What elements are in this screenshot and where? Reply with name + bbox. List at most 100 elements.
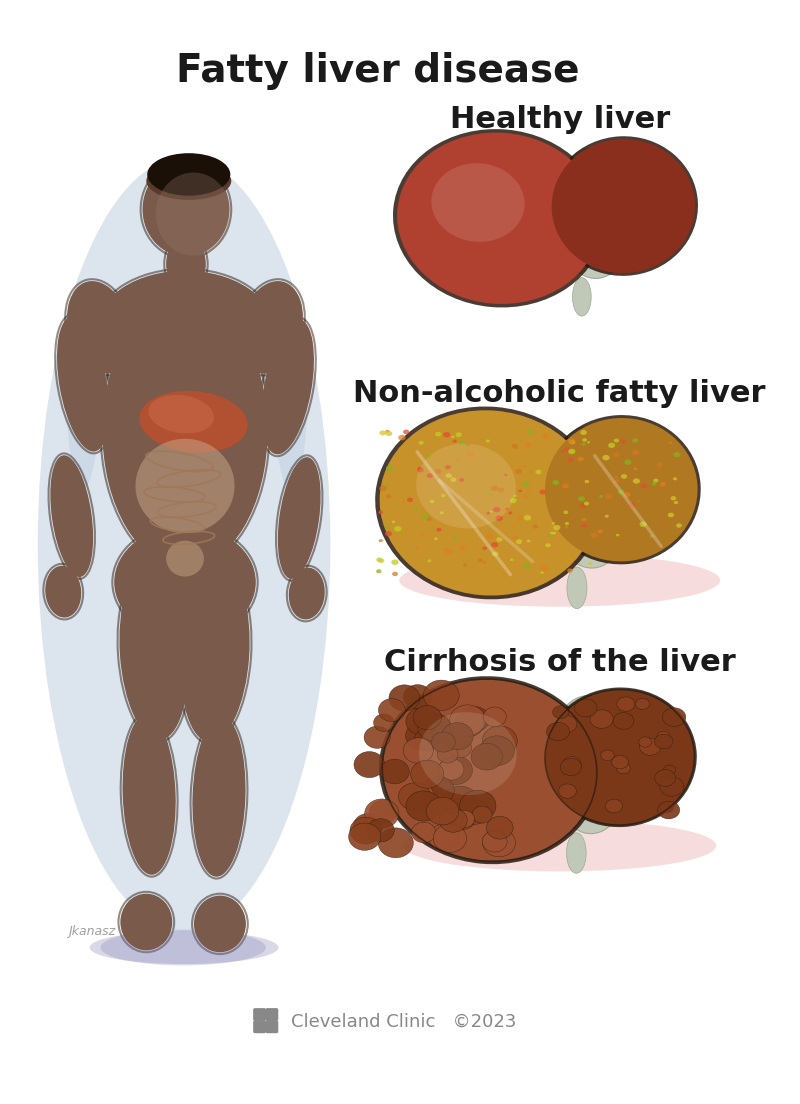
- Ellipse shape: [613, 713, 634, 730]
- Ellipse shape: [587, 442, 590, 444]
- Ellipse shape: [639, 739, 661, 755]
- Ellipse shape: [466, 443, 470, 446]
- Ellipse shape: [239, 282, 303, 373]
- Ellipse shape: [545, 418, 698, 562]
- Ellipse shape: [582, 524, 587, 528]
- Ellipse shape: [482, 561, 486, 564]
- Ellipse shape: [527, 489, 530, 492]
- Ellipse shape: [411, 822, 436, 842]
- Ellipse shape: [563, 510, 568, 514]
- Ellipse shape: [460, 442, 466, 446]
- Ellipse shape: [524, 514, 531, 520]
- Ellipse shape: [451, 436, 454, 438]
- Ellipse shape: [57, 317, 109, 452]
- Ellipse shape: [460, 707, 490, 732]
- Ellipse shape: [654, 478, 658, 482]
- Ellipse shape: [483, 707, 506, 726]
- Ellipse shape: [510, 559, 514, 561]
- Ellipse shape: [657, 463, 662, 467]
- Ellipse shape: [439, 808, 467, 832]
- Ellipse shape: [563, 482, 569, 487]
- Ellipse shape: [522, 465, 526, 468]
- Ellipse shape: [546, 543, 550, 548]
- Text: Cirrhosis of the liver: Cirrhosis of the liver: [384, 648, 736, 677]
- Ellipse shape: [431, 163, 525, 242]
- Ellipse shape: [427, 455, 433, 458]
- Ellipse shape: [637, 500, 641, 502]
- Ellipse shape: [102, 295, 268, 569]
- Ellipse shape: [147, 153, 230, 195]
- Ellipse shape: [454, 810, 474, 828]
- Ellipse shape: [548, 533, 553, 537]
- Ellipse shape: [438, 758, 464, 781]
- Ellipse shape: [599, 495, 603, 498]
- Ellipse shape: [194, 895, 246, 953]
- Ellipse shape: [393, 129, 605, 308]
- Ellipse shape: [542, 415, 701, 564]
- Ellipse shape: [565, 447, 570, 452]
- Ellipse shape: [437, 745, 458, 763]
- Ellipse shape: [620, 439, 626, 444]
- Ellipse shape: [542, 688, 697, 827]
- Ellipse shape: [386, 484, 390, 487]
- Ellipse shape: [101, 930, 266, 965]
- Ellipse shape: [632, 438, 638, 443]
- Ellipse shape: [614, 453, 620, 457]
- Ellipse shape: [511, 524, 514, 528]
- Ellipse shape: [392, 521, 395, 523]
- Ellipse shape: [434, 538, 438, 540]
- Ellipse shape: [454, 712, 483, 736]
- Ellipse shape: [98, 270, 272, 384]
- Ellipse shape: [580, 502, 587, 508]
- Ellipse shape: [386, 466, 393, 471]
- Text: Jkanasz: Jkanasz: [68, 925, 115, 938]
- Ellipse shape: [660, 803, 674, 813]
- Ellipse shape: [370, 800, 398, 824]
- Ellipse shape: [38, 158, 330, 932]
- Ellipse shape: [419, 712, 517, 795]
- Ellipse shape: [535, 469, 542, 475]
- Ellipse shape: [528, 429, 534, 434]
- Ellipse shape: [350, 817, 382, 845]
- Ellipse shape: [498, 488, 504, 492]
- Ellipse shape: [654, 769, 676, 786]
- Ellipse shape: [482, 546, 487, 550]
- Ellipse shape: [562, 484, 569, 488]
- Ellipse shape: [621, 474, 627, 479]
- Ellipse shape: [494, 507, 500, 512]
- Ellipse shape: [414, 729, 440, 751]
- Ellipse shape: [482, 829, 515, 857]
- Ellipse shape: [616, 534, 619, 537]
- Ellipse shape: [634, 467, 638, 470]
- Ellipse shape: [142, 162, 230, 256]
- FancyBboxPatch shape: [253, 1008, 266, 1021]
- Ellipse shape: [635, 699, 650, 710]
- FancyBboxPatch shape: [266, 1020, 278, 1033]
- Ellipse shape: [582, 518, 586, 521]
- Ellipse shape: [379, 676, 600, 864]
- Ellipse shape: [486, 533, 494, 539]
- Ellipse shape: [403, 684, 432, 709]
- Ellipse shape: [385, 526, 390, 529]
- Ellipse shape: [491, 486, 498, 491]
- Ellipse shape: [546, 722, 570, 741]
- Ellipse shape: [561, 450, 564, 454]
- Ellipse shape: [67, 282, 131, 373]
- Ellipse shape: [540, 571, 544, 574]
- Ellipse shape: [443, 548, 449, 552]
- Ellipse shape: [660, 777, 684, 796]
- Ellipse shape: [546, 690, 694, 825]
- Ellipse shape: [632, 449, 639, 455]
- Ellipse shape: [533, 524, 538, 529]
- Ellipse shape: [479, 736, 514, 765]
- Ellipse shape: [380, 411, 597, 595]
- Ellipse shape: [552, 480, 559, 485]
- Ellipse shape: [573, 277, 591, 316]
- Ellipse shape: [434, 469, 442, 474]
- Ellipse shape: [386, 431, 392, 436]
- Ellipse shape: [553, 705, 569, 719]
- Ellipse shape: [510, 498, 517, 503]
- Ellipse shape: [633, 478, 640, 484]
- Ellipse shape: [558, 784, 576, 798]
- Ellipse shape: [392, 572, 398, 576]
